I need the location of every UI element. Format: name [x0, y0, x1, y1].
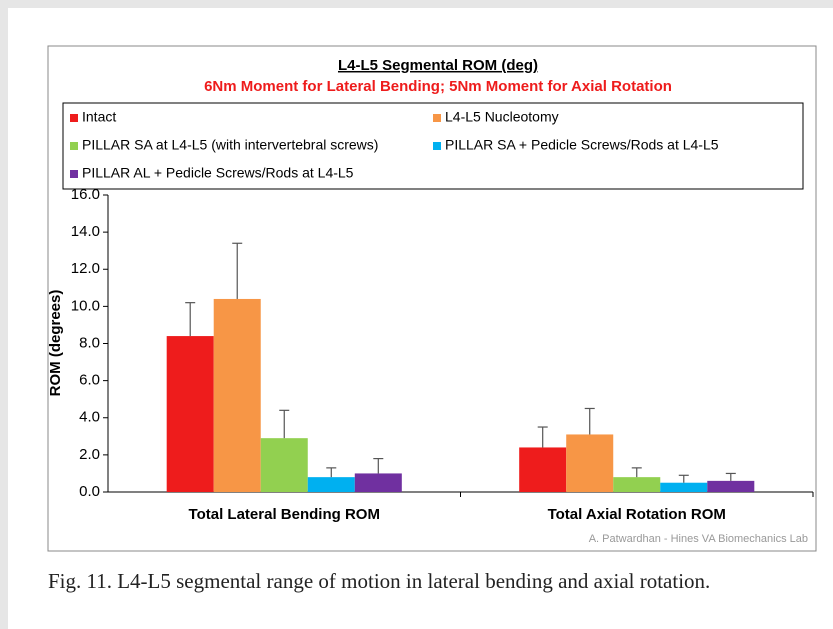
chart: L4-L5 Segmental ROM (deg) 6Nm Moment for… — [47, 45, 817, 552]
legend-label: PILLAR SA + Pedicle Screws/Rods at L4-L5 — [445, 137, 719, 153]
legend-swatch — [70, 142, 78, 150]
y-tick-label: 14.0 — [71, 223, 100, 240]
bar — [519, 447, 567, 492]
bar — [613, 477, 661, 492]
x-tick-label: Total Lateral Bending ROM — [189, 506, 380, 523]
legend-swatch — [433, 142, 441, 150]
y-tick-label: 12.0 — [71, 260, 100, 277]
y-tick-label: 4.0 — [79, 409, 100, 426]
bar — [213, 298, 261, 492]
y-axis-label: ROM (degrees) — [47, 290, 64, 397]
legend-label: L4-L5 Nucleotomy — [445, 109, 559, 125]
y-tick-label: 10.0 — [71, 297, 100, 314]
bar — [707, 480, 755, 492]
y-tick-label: 6.0 — [79, 372, 100, 389]
y-tick-label: 0.0 — [79, 483, 100, 500]
legend-label: PILLAR SA at L4-L5 (with intervertebral … — [82, 137, 378, 153]
bar — [260, 438, 308, 492]
bar — [307, 477, 355, 492]
bar — [354, 473, 402, 492]
bar — [166, 336, 214, 492]
x-tick-label: Total Axial Rotation ROM — [548, 506, 726, 523]
bar — [660, 482, 708, 492]
legend-swatch — [70, 114, 78, 122]
chart-subtitle: 6Nm Moment for Lateral Bending; 5Nm Mome… — [204, 78, 672, 95]
caption: Fig. 11. L4-L5 segmental range of motion… — [48, 569, 711, 593]
legend-label: Intact — [82, 109, 116, 125]
legend-swatch — [70, 170, 78, 178]
y-tick-label: 8.0 — [79, 334, 100, 351]
legend-swatch — [433, 114, 441, 122]
y-tick-label: 16.0 — [71, 186, 100, 203]
y-tick-label: 2.0 — [79, 446, 100, 463]
credit: A. Patwardhan - Hines VA Biomechanics La… — [589, 533, 808, 545]
chart-title: L4-L5 Segmental ROM (deg) — [338, 57, 538, 74]
legend-label: PILLAR AL + Pedicle Screws/Rods at L4-L5 — [82, 165, 354, 181]
bar — [566, 434, 614, 492]
